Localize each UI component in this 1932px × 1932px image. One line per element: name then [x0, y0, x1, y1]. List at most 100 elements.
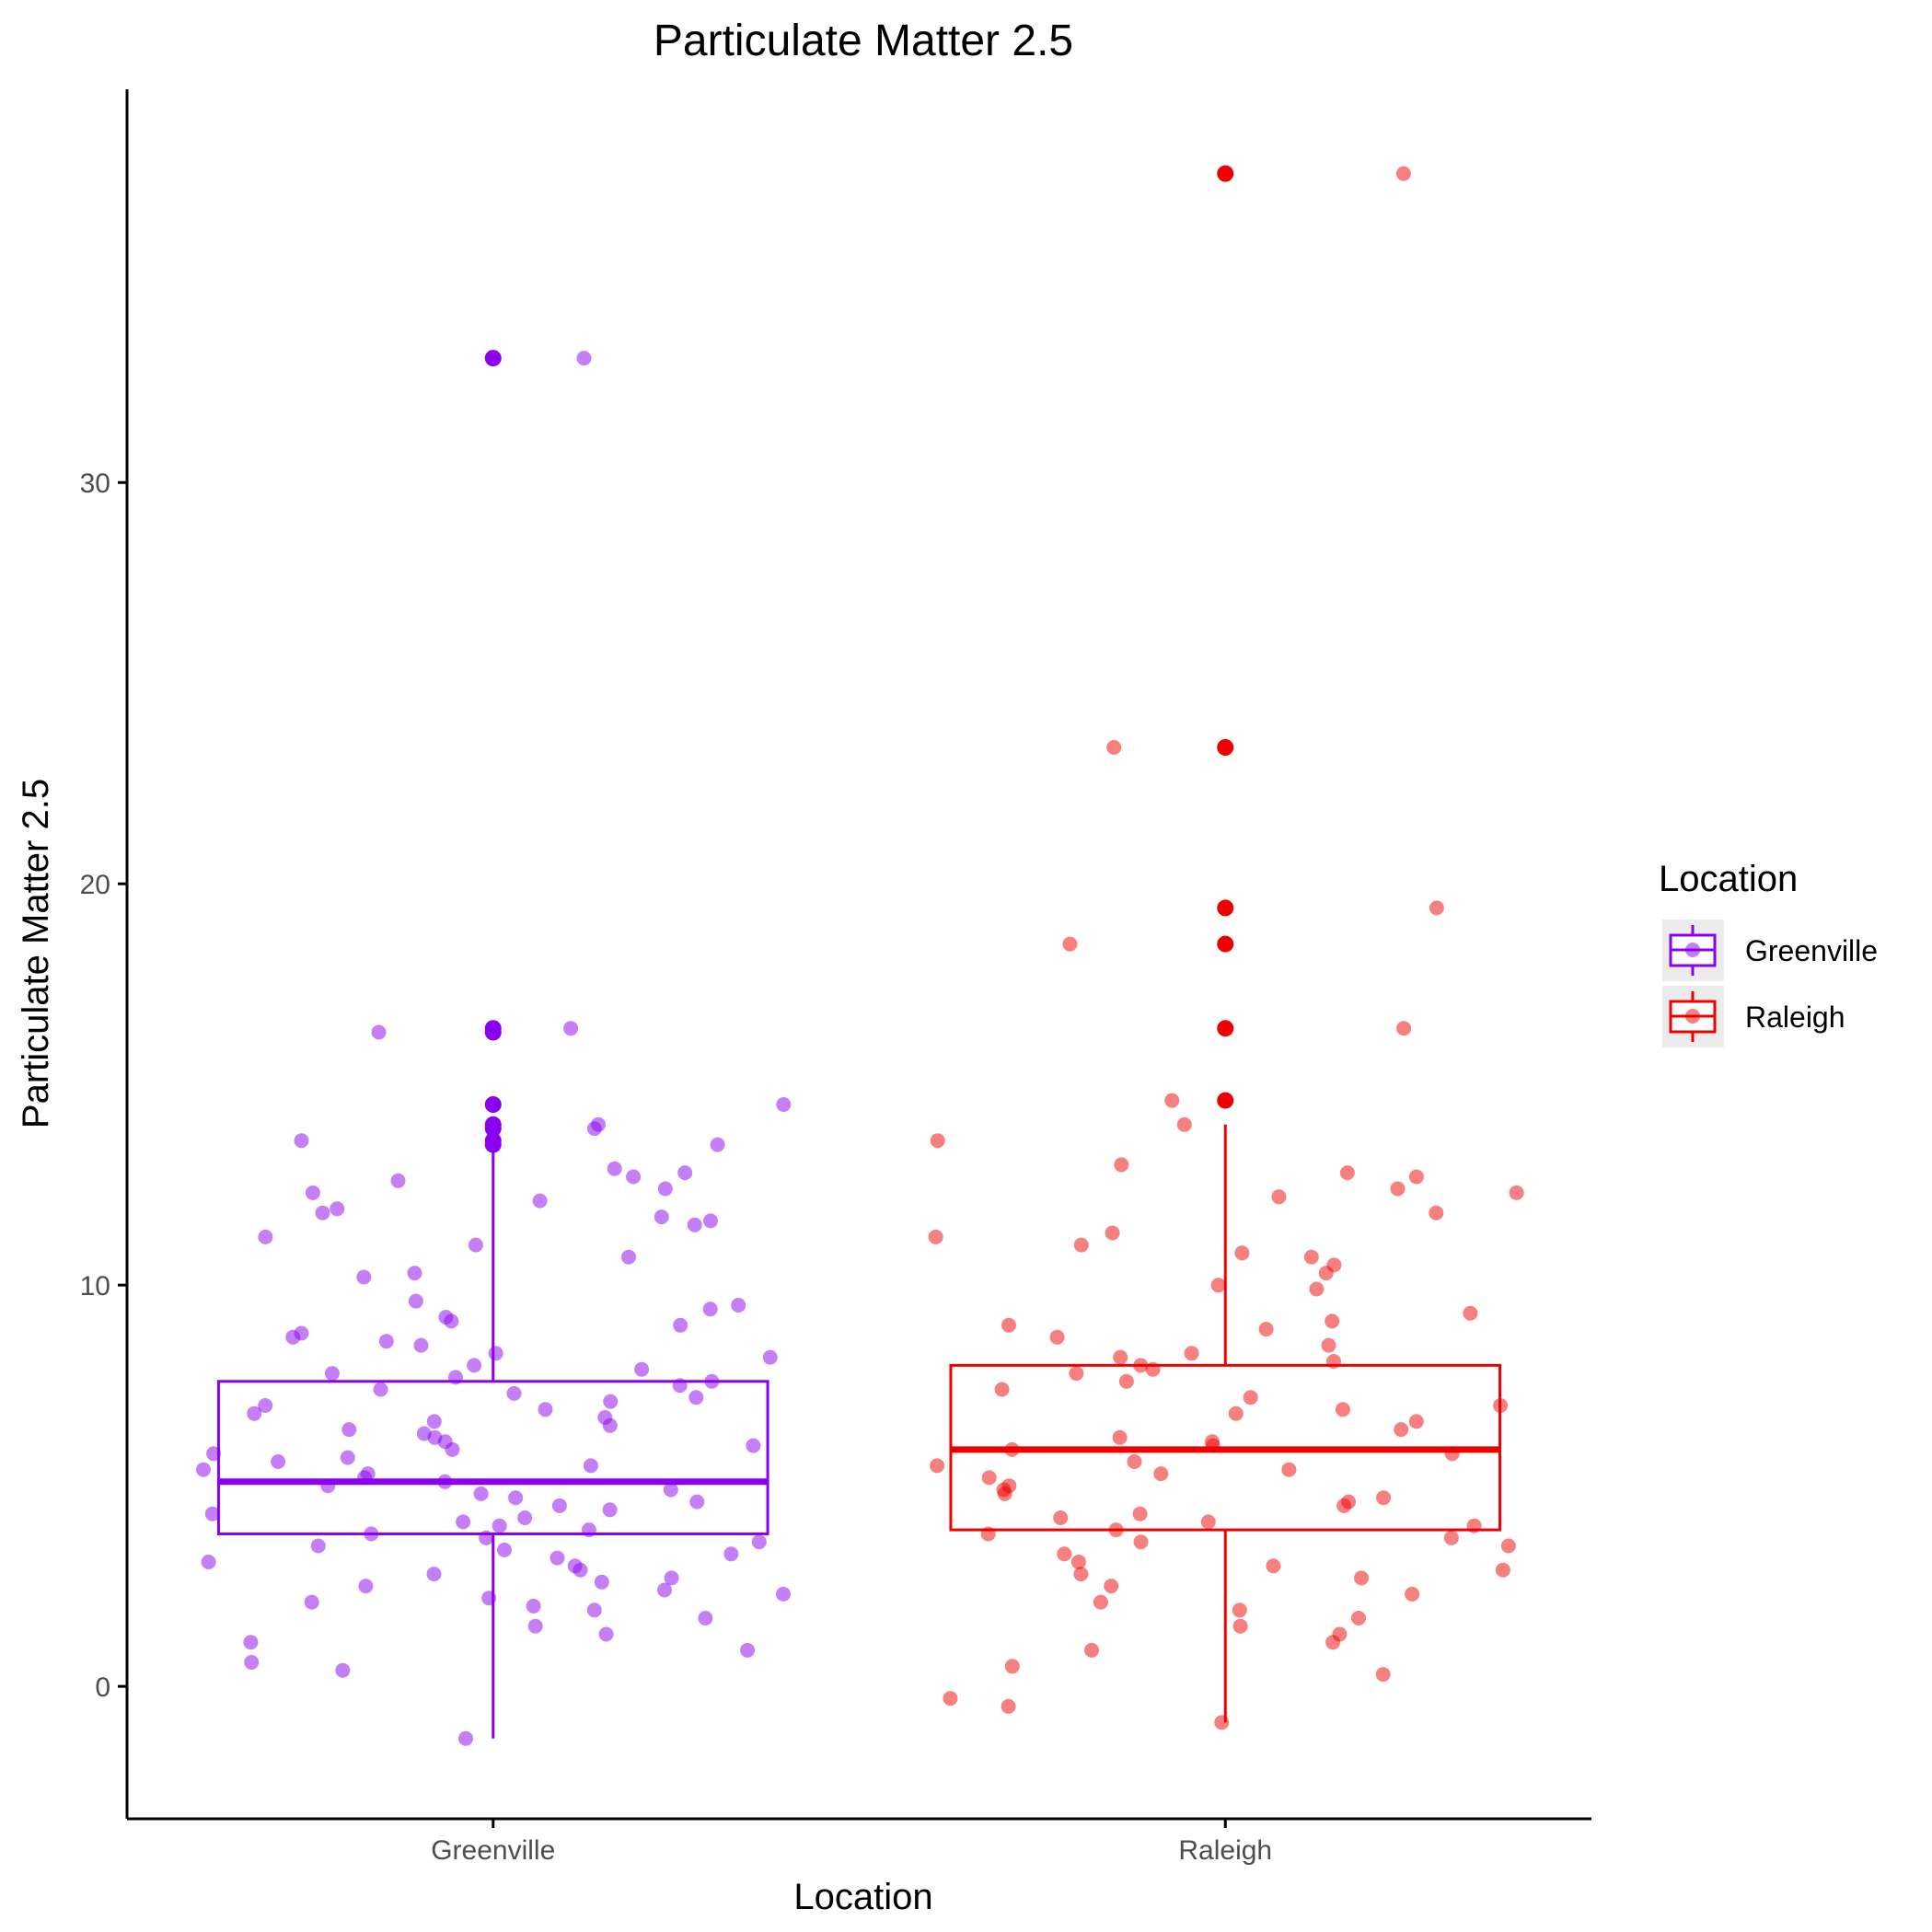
data-point — [1112, 1429, 1128, 1445]
data-point — [1243, 1390, 1258, 1406]
data-point — [594, 1574, 609, 1590]
data-point — [1062, 936, 1078, 952]
data-point — [1266, 1558, 1281, 1574]
data-point — [687, 1217, 702, 1232]
legend-label: Greenville — [1745, 934, 1878, 967]
data-point — [1069, 1366, 1084, 1382]
data-point — [1354, 1570, 1369, 1586]
data-point — [1073, 1237, 1089, 1253]
data-point — [673, 1317, 688, 1333]
y-tick-label: 10 — [80, 1271, 110, 1301]
data-point — [244, 1655, 260, 1670]
data-point — [573, 1562, 588, 1578]
legend-label: Raleigh — [1745, 1001, 1845, 1034]
data-point — [576, 351, 592, 366]
data-point — [930, 1458, 945, 1474]
data-point — [335, 1662, 351, 1678]
chart-title: Particulate Matter 2.5 — [654, 17, 1073, 65]
data-point — [1049, 1329, 1065, 1345]
outlier-point — [1217, 1092, 1234, 1109]
data-point — [997, 1486, 1012, 1501]
data-point — [378, 1334, 394, 1349]
data-point — [607, 1161, 622, 1176]
data-point — [488, 1346, 503, 1361]
data-point — [586, 1121, 602, 1137]
data-point — [1070, 1555, 1086, 1569]
data-point — [341, 1422, 357, 1438]
data-point — [468, 1237, 483, 1253]
data-point — [1321, 1337, 1336, 1353]
data-point — [664, 1570, 679, 1586]
data-point — [602, 1502, 618, 1518]
data-point — [634, 1361, 650, 1377]
data-point — [1118, 1373, 1134, 1389]
y-axis-title: Particulate Matter 2.5 — [16, 779, 56, 1128]
data-point — [1509, 1185, 1524, 1200]
data-point — [1132, 1506, 1148, 1521]
x-axis-ticks: Greenville Raleigh — [431, 1819, 1272, 1866]
data-point — [1114, 1157, 1129, 1173]
data-point — [1271, 1189, 1287, 1205]
data-point — [1443, 1530, 1459, 1545]
data-point — [1184, 1346, 1199, 1361]
data-point — [1325, 1313, 1340, 1329]
data-point — [1232, 1602, 1247, 1618]
outlier-point — [484, 350, 502, 367]
data-point — [330, 1201, 345, 1217]
data-point — [305, 1185, 320, 1200]
data-point — [1429, 900, 1444, 916]
legend-key-point — [1685, 943, 1700, 957]
outlier-point — [1217, 935, 1234, 953]
legend: Location Greenville Raleigh — [1659, 859, 1878, 1047]
data-point — [689, 1494, 705, 1510]
data-point — [324, 1366, 340, 1382]
data-point — [1232, 1618, 1248, 1634]
series-greenville — [196, 350, 792, 1746]
data-point — [1390, 1181, 1406, 1197]
data-point — [358, 1579, 374, 1594]
data-point — [602, 1417, 618, 1433]
data-point — [621, 1249, 636, 1265]
data-point — [1336, 1498, 1352, 1513]
data-point — [723, 1546, 739, 1562]
data-point — [626, 1169, 642, 1185]
outlier-point — [1217, 165, 1234, 182]
data-point — [688, 1390, 704, 1406]
data-point — [1106, 740, 1122, 755]
plot-area — [196, 165, 1524, 1746]
data-point — [702, 1301, 718, 1317]
data-point — [1495, 1562, 1510, 1578]
data-point — [426, 1414, 442, 1429]
outlier-point — [484, 1020, 502, 1037]
data-point — [517, 1510, 533, 1525]
data-point — [532, 1193, 548, 1209]
data-point — [201, 1555, 216, 1569]
series-raleigh — [928, 165, 1524, 1730]
data-point — [304, 1594, 319, 1610]
data-point — [1281, 1462, 1297, 1477]
data-point — [930, 1133, 945, 1149]
outlier-point — [1217, 899, 1234, 917]
data-point — [408, 1293, 423, 1309]
data-point — [776, 1097, 792, 1112]
y-tick-label: 0 — [95, 1672, 110, 1703]
data-point — [703, 1213, 718, 1229]
data-point — [1375, 1667, 1391, 1683]
data-point — [538, 1402, 553, 1417]
data-point — [1113, 1349, 1128, 1365]
box-iqr — [216, 1380, 769, 1535]
data-point — [458, 1730, 473, 1746]
data-point — [407, 1266, 422, 1281]
data-point — [294, 1133, 309, 1149]
data-point — [1309, 1281, 1325, 1297]
data-point — [473, 1486, 489, 1501]
outlier-point — [484, 1096, 502, 1113]
data-point — [746, 1438, 761, 1453]
data-point — [1001, 1698, 1016, 1714]
outlier-point — [1217, 739, 1234, 756]
data-point — [356, 1269, 372, 1285]
data-point — [1429, 1205, 1444, 1221]
data-point — [586, 1602, 602, 1618]
data-point — [1001, 1317, 1016, 1333]
